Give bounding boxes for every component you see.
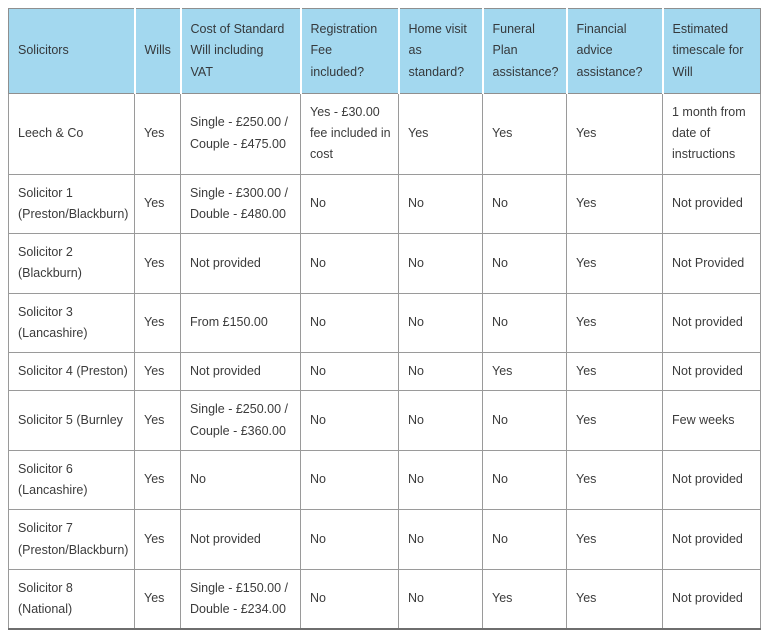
table-cell: Few weeks bbox=[662, 390, 761, 451]
table-row: Solicitor 3 (Lancashire) Yes From £150.00 N… bbox=[8, 292, 761, 353]
table-cell: Yes bbox=[566, 509, 663, 570]
table-cell: Yes bbox=[566, 449, 663, 511]
table-cell: No bbox=[398, 233, 483, 294]
table-row: Solicitor 4 (Preston) Yes Not provided No No… bbox=[8, 351, 761, 392]
table-row: Solicitor 7 (Preston/Blackburn) Yes Not pr… bbox=[8, 509, 761, 570]
table-cell: 1 month from date of instructions bbox=[662, 92, 761, 175]
table-cell: No bbox=[300, 351, 399, 392]
table-cell: Single - £250.00 / Couple - £475.00 bbox=[180, 92, 301, 175]
table-cell: Yes bbox=[566, 173, 663, 234]
solicitor-name-cell: Solicitor 7 (Preston/Blackburn) bbox=[8, 509, 135, 570]
table-cell: Yes bbox=[134, 568, 181, 630]
table-cell: Yes bbox=[398, 92, 483, 175]
table-row: Solicitor 6 (Lancashire) Yes No No No No Yes No… bbox=[8, 449, 761, 511]
table-cell: Not Provided bbox=[662, 233, 761, 294]
table-body: Leech & Co Yes Single - £250.00 / Couple -… bbox=[8, 92, 761, 630]
table-cell: Yes bbox=[566, 92, 663, 175]
solicitor-name-cell: Leech & Co bbox=[8, 92, 135, 175]
table-cell: Yes bbox=[134, 351, 181, 392]
table-cell: Yes bbox=[566, 390, 663, 451]
table-cell: Yes bbox=[482, 92, 567, 175]
column-header-solicitors: Solicitors bbox=[8, 8, 136, 94]
table-cell: No bbox=[398, 568, 483, 630]
table-row: Solicitor 5 (Burnley Yes Single - £250.00 … bbox=[8, 390, 761, 451]
solicitor-name-cell: Solicitor 8 (National) bbox=[8, 568, 135, 630]
table-cell: Not provided bbox=[662, 568, 761, 630]
column-header-home-visit: Home visit as standard? bbox=[397, 8, 484, 94]
table-cell: No bbox=[398, 292, 483, 353]
table-cell: No bbox=[398, 449, 483, 511]
table-cell: No bbox=[300, 568, 399, 630]
table-cell: No bbox=[398, 173, 483, 234]
table-cell: Not provided bbox=[662, 351, 761, 392]
table-cell: Not provided bbox=[180, 509, 301, 570]
table-row: Solicitor 1 (Preston/Blackburn) Yes Single… bbox=[8, 173, 761, 234]
solicitor-name-cell: Solicitor 1 (Preston/Blackburn) bbox=[8, 173, 135, 234]
table-cell: Yes bbox=[134, 292, 181, 353]
table-cell: No bbox=[180, 449, 301, 511]
table-cell: Yes bbox=[482, 351, 567, 392]
table-cell: Yes bbox=[482, 568, 567, 630]
solicitor-name-cell: Solicitor 6 (Lancashire) bbox=[8, 449, 135, 511]
column-header-timescale: Estimated timescale for Will bbox=[661, 8, 761, 94]
table-cell: Yes bbox=[134, 449, 181, 511]
table-cell: No bbox=[482, 449, 567, 511]
table-cell: Yes bbox=[134, 233, 181, 294]
page: Solicitors Wills Cost of Standard Will i… bbox=[8, 8, 761, 630]
table-cell: No bbox=[482, 509, 567, 570]
table-cell: Not provided bbox=[662, 292, 761, 353]
table-cell: No bbox=[398, 390, 483, 451]
table-cell: No bbox=[482, 390, 567, 451]
table-row: Solicitor 8 (National) Yes Single - £150.0… bbox=[8, 568, 761, 630]
table-cell: No bbox=[398, 351, 483, 392]
table-cell: Yes - £30.00 fee included in cost bbox=[300, 92, 399, 175]
table-cell: Yes bbox=[566, 351, 663, 392]
table-cell: No bbox=[300, 390, 399, 451]
table-cell: Yes bbox=[566, 292, 663, 353]
table-cell: No bbox=[482, 233, 567, 294]
table-cell: Not provided bbox=[180, 233, 301, 294]
table-cell: Yes bbox=[566, 568, 663, 630]
solicitor-name-cell: Solicitor 5 (Burnley bbox=[8, 390, 135, 451]
solicitor-name-cell: Solicitor 4 (Preston) bbox=[8, 351, 135, 392]
column-header-funeral-plan: Funeral Plan assistance? bbox=[481, 8, 568, 94]
column-header-wills: Wills bbox=[133, 8, 182, 94]
table-cell: No bbox=[300, 449, 399, 511]
table-cell: No bbox=[300, 233, 399, 294]
table-cell: No bbox=[482, 173, 567, 234]
table-row: Solicitor 2 (Blackburn) Yes Not provided No… bbox=[8, 233, 761, 294]
solicitor-name-cell: Solicitor 3 (Lancashire) bbox=[8, 292, 135, 353]
table-cell: Yes bbox=[134, 92, 181, 175]
table-cell: Yes bbox=[134, 390, 181, 451]
table-cell: Single - £150.00 / Double - £234.00 bbox=[180, 568, 301, 630]
table-cell: Not provided bbox=[662, 173, 761, 234]
table-cell: Single - £250.00 / Couple - £360.00 bbox=[180, 390, 301, 451]
table-cell: Yes bbox=[134, 173, 181, 234]
table-cell: No bbox=[300, 292, 399, 353]
column-header-registration-fee: Registration Fee included? bbox=[299, 8, 400, 94]
header-row: Solicitors Wills Cost of Standard Will i… bbox=[8, 8, 761, 94]
table-cell: Single - £300.00 / Double - £480.00 bbox=[180, 173, 301, 234]
column-header-financial-advice: Financial advice assistance? bbox=[565, 8, 664, 94]
table-cell: No bbox=[398, 509, 483, 570]
table-cell: Yes bbox=[134, 509, 181, 570]
table-cell: Yes bbox=[566, 233, 663, 294]
table-cell: No bbox=[482, 292, 567, 353]
table-cell: No bbox=[300, 173, 399, 234]
table-cell: From £150.00 bbox=[180, 292, 301, 353]
table-cell: Not provided bbox=[662, 509, 761, 570]
table-row: Leech & Co Yes Single - £250.00 / Couple -… bbox=[8, 92, 761, 175]
table-cell: No bbox=[300, 509, 399, 570]
column-header-cost: Cost of Standard Will including VAT bbox=[179, 8, 302, 94]
solicitor-name-cell: Solicitor 2 (Blackburn) bbox=[8, 233, 135, 294]
table-cell: Not provided bbox=[180, 351, 301, 392]
table-cell: Not provided bbox=[662, 449, 761, 511]
solicitor-comparison-table: Solicitors Wills Cost of Standard Will i… bbox=[8, 8, 761, 630]
